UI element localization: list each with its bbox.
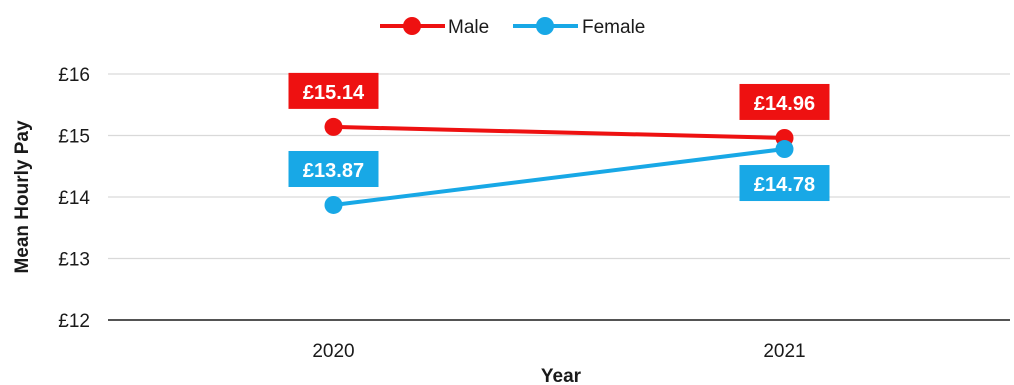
data-point-female <box>775 140 794 159</box>
data-label-box <box>288 72 379 109</box>
series-line-male <box>333 124 785 140</box>
y-tick-label: £12 <box>58 311 90 332</box>
legend-label: Male <box>448 17 489 38</box>
data-label-box <box>739 165 830 202</box>
y-tick-label: £16 <box>58 65 90 86</box>
data-label-text: £14.78 <box>754 174 815 196</box>
x-axis-title: Year <box>541 366 582 385</box>
legend-item-male: Male <box>380 17 489 38</box>
data-label-text: £14.96 <box>754 93 815 115</box>
x-axis-ticks: 2020 2021 <box>312 341 805 362</box>
legend: Male Female <box>380 17 645 38</box>
data-label-female: £14.78 <box>739 165 830 202</box>
legend-swatch-marker <box>403 17 421 35</box>
data-point-male <box>324 117 343 136</box>
y-tick-label: £13 <box>58 250 90 271</box>
data-label-male: £15.14 <box>288 72 379 109</box>
gridlines <box>108 73 1010 260</box>
data-label-box <box>739 83 830 120</box>
data-label-box <box>288 150 379 187</box>
data-label-text: £15.14 <box>303 82 365 104</box>
x-tick-label: 2021 <box>763 341 805 362</box>
y-tick-label: £15 <box>58 127 90 148</box>
data-label-female: £13.87 <box>288 150 379 187</box>
x-tick-label: 2020 <box>312 341 354 362</box>
y-axis-title: Mean Hourly Pay <box>12 120 33 274</box>
y-axis-ticks: £12 £13 £14 £15 £16 <box>58 65 90 332</box>
legend-swatch-marker <box>536 17 554 35</box>
data-point-female <box>324 195 343 214</box>
y-tick-label: £14 <box>58 188 90 209</box>
series-group <box>324 117 794 214</box>
legend-label: Female <box>582 17 645 38</box>
data-labels: £15.14 £14.96 £13.87 £14.78 <box>288 72 830 202</box>
data-label-text: £13.87 <box>303 160 364 182</box>
legend-item-female: Female <box>513 17 645 38</box>
data-label-male: £14.96 <box>739 83 830 120</box>
series-line-female <box>333 147 785 207</box>
